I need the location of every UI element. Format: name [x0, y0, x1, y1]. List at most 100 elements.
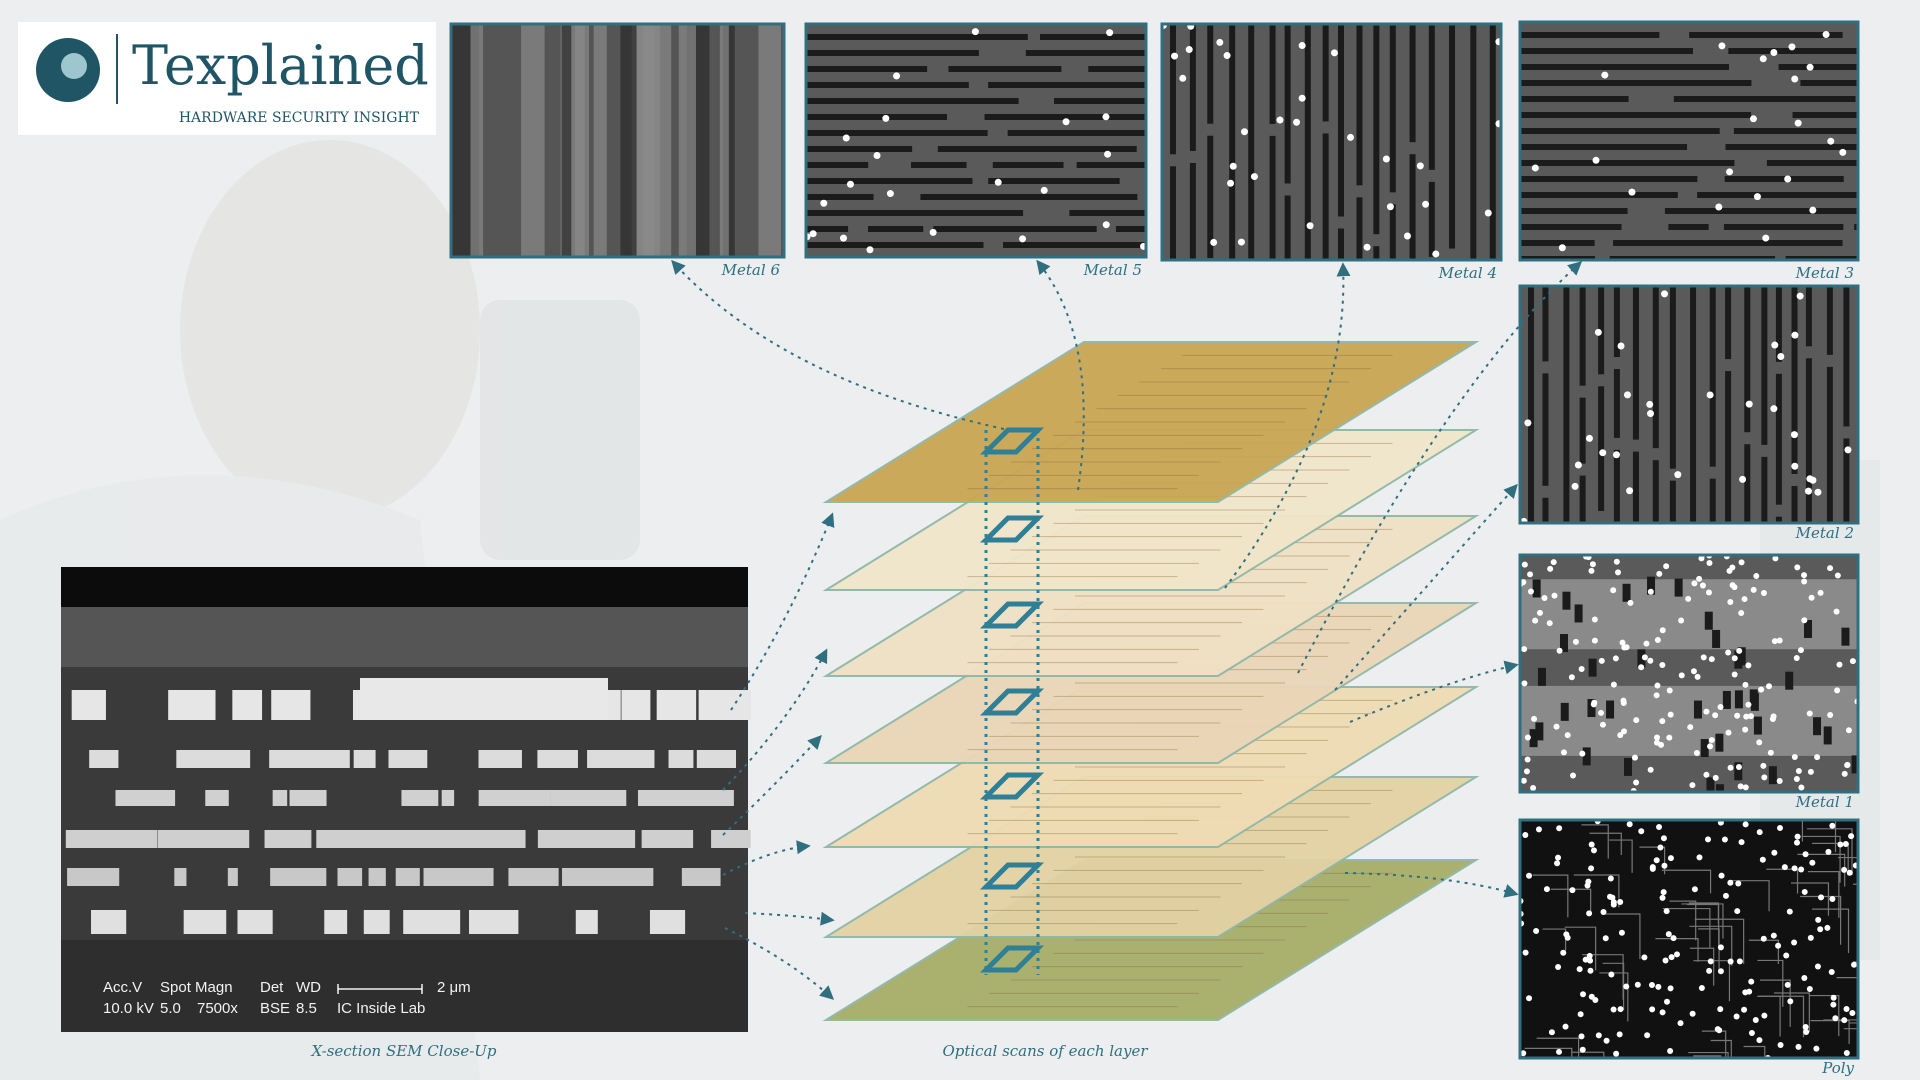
via	[1706, 391, 1714, 399]
sem-feature	[716, 690, 751, 720]
via	[1787, 998, 1794, 1005]
wire	[1709, 478, 1716, 523]
via	[1673, 951, 1680, 958]
via	[1794, 119, 1802, 127]
via	[1742, 821, 1749, 828]
panel-label: Metal 1	[1795, 793, 1854, 811]
wire	[1449, 24, 1456, 249]
wire	[1725, 371, 1732, 523]
poly-line	[1524, 1047, 1573, 1058]
via	[1587, 957, 1594, 964]
wire	[806, 178, 973, 184]
via	[1590, 847, 1597, 854]
poly-line	[1743, 1045, 1766, 1058]
poly-line	[1760, 979, 1791, 1027]
poly-line	[1581, 824, 1609, 859]
wire	[1723, 224, 1844, 230]
via	[1806, 63, 1814, 71]
sem-feature	[238, 690, 259, 720]
via	[842, 134, 850, 142]
sem-feature	[176, 750, 194, 768]
via	[1712, 712, 1719, 719]
sem-value: 7500x	[197, 1000, 238, 1017]
via	[1807, 934, 1814, 941]
sem-feature	[565, 830, 589, 848]
via	[1591, 699, 1598, 706]
sem-feature	[392, 750, 428, 768]
via	[1756, 739, 1763, 746]
sem-feature	[361, 830, 400, 848]
via	[1422, 200, 1430, 208]
wire	[806, 146, 913, 152]
wire	[1766, 160, 1858, 166]
via	[1691, 580, 1698, 587]
via	[1626, 821, 1633, 828]
wire	[1003, 242, 1146, 248]
via	[1677, 1020, 1684, 1027]
via	[1689, 782, 1696, 789]
via	[1670, 935, 1677, 942]
via	[1777, 1041, 1784, 1048]
via	[1844, 762, 1851, 769]
via	[1752, 1017, 1759, 1024]
via	[1833, 608, 1840, 615]
via	[1609, 894, 1616, 901]
via	[1705, 836, 1712, 843]
via	[1524, 419, 1532, 427]
via	[1649, 1006, 1656, 1013]
via	[1791, 939, 1798, 946]
via	[1727, 764, 1734, 771]
via	[1216, 38, 1224, 46]
via	[1696, 854, 1703, 861]
sem-feature	[114, 830, 134, 848]
poly-line	[1609, 839, 1633, 873]
via	[929, 228, 937, 236]
via	[1610, 681, 1617, 688]
panel-bg	[1162, 24, 1501, 260]
via	[1659, 718, 1666, 725]
logo: Texplained HARDWARE SECURITY INSIGHT	[18, 22, 436, 135]
sem-header: WD	[296, 979, 321, 996]
via	[1276, 116, 1284, 124]
via	[1738, 559, 1745, 566]
via	[1706, 967, 1713, 974]
cell	[1753, 716, 1762, 735]
wire	[1613, 368, 1620, 438]
via	[1814, 488, 1822, 496]
layer-panel	[806, 24, 1146, 257]
via	[1643, 640, 1650, 647]
via	[1592, 997, 1599, 1004]
panel-frame	[804, 22, 1148, 259]
sem-feature	[150, 790, 176, 806]
via	[1849, 658, 1856, 665]
via	[1708, 737, 1715, 744]
via	[1703, 771, 1710, 778]
wire	[1709, 286, 1716, 467]
via	[1594, 328, 1602, 336]
via	[1746, 988, 1753, 995]
sem-feature	[325, 830, 347, 848]
wire	[1697, 192, 1858, 198]
via	[1615, 569, 1622, 576]
via	[1363, 243, 1371, 251]
via	[1849, 1009, 1856, 1016]
cell	[1722, 690, 1731, 709]
sem-feature	[438, 868, 475, 886]
via	[1608, 971, 1615, 978]
wire	[1669, 286, 1676, 469]
sem-feature	[472, 830, 506, 848]
wire	[1007, 130, 1146, 136]
wire	[988, 82, 1146, 88]
via	[1674, 471, 1682, 479]
via	[1753, 573, 1760, 580]
sem-feature	[237, 910, 273, 934]
wire	[1520, 96, 1629, 102]
via	[1707, 743, 1714, 750]
panel-label: Metal 4	[1438, 264, 1497, 282]
via	[994, 178, 1002, 186]
via	[882, 114, 890, 122]
wire	[1520, 32, 1660, 38]
via	[1598, 709, 1605, 716]
cell	[1715, 733, 1724, 752]
via	[1574, 461, 1582, 469]
